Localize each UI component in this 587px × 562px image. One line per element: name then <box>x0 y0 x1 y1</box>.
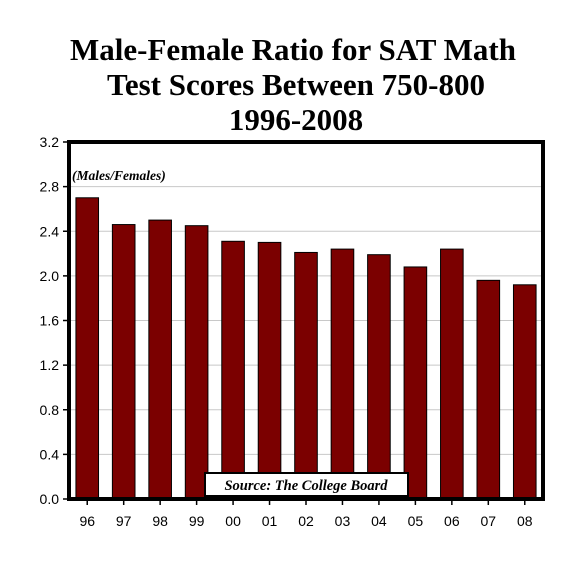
bars <box>75 197 537 500</box>
bar-97 <box>111 224 136 500</box>
x-tick-label-00: 00 <box>225 513 241 529</box>
y-axis-ticks: 0.0 0.4 0.8 1.2 1.6 2.0 2.4 2.8 3.2 <box>40 134 69 507</box>
x-tick-label-99: 99 <box>189 513 205 529</box>
bar-05 <box>403 266 428 500</box>
x-tick-label-97: 97 <box>116 513 132 529</box>
y-tick-label: 0.0 <box>40 491 60 507</box>
bar-06 <box>440 248 464 500</box>
y-tick-label: 0.4 <box>40 446 60 462</box>
x-tick-label-06: 06 <box>444 513 460 529</box>
x-tick-label-08: 08 <box>517 513 533 529</box>
source-box: Source: The College Board <box>204 472 409 497</box>
bar-04 <box>367 254 391 500</box>
x-tick-label-96: 96 <box>79 513 95 529</box>
bar-02 <box>294 251 318 500</box>
bar-03 <box>330 248 355 500</box>
bar-08 <box>512 284 537 500</box>
x-tick-label-04: 04 <box>371 513 387 529</box>
y-tick-label: 1.2 <box>40 357 60 373</box>
bar-00 <box>221 240 245 500</box>
source-box-frame <box>204 472 409 497</box>
bar-99 <box>184 225 209 500</box>
y-tick-label: 1.6 <box>40 313 60 329</box>
plot-frame <box>67 140 545 501</box>
bar-98 <box>148 219 172 500</box>
y-tick-label: 2.0 <box>40 268 60 284</box>
x-tick-label-01: 01 <box>262 513 278 529</box>
y-tick-label: 2.4 <box>40 223 60 239</box>
x-tick-label-03: 03 <box>335 513 351 529</box>
y-axis-unit-annotation: (Males/Females) <box>72 168 166 183</box>
y-tick-label: 2.8 <box>40 179 60 195</box>
chart-title-line-2: Test Scores Between 750-800 <box>107 67 485 102</box>
x-axis-ticks: 96 97 98 99 00 01 02 03 04 05 06 07 08 <box>79 499 533 529</box>
source-text: Source: The College Board <box>224 478 388 494</box>
chart-title-line-1: Male-Female Ratio for SAT Math <box>70 32 516 67</box>
x-tick-label-07: 07 <box>481 513 497 529</box>
y-tick-label: 3.2 <box>40 134 60 150</box>
bar-07 <box>476 279 501 500</box>
y-tick-label: 0.8 <box>40 402 60 418</box>
bar-01 <box>257 241 282 500</box>
bar-96 <box>75 197 100 500</box>
chart-title-line-3: 1996-2008 <box>229 102 363 137</box>
x-tick-label-02: 02 <box>298 513 314 529</box>
x-tick-label-05: 05 <box>408 513 424 529</box>
x-tick-label-98: 98 <box>152 513 168 529</box>
